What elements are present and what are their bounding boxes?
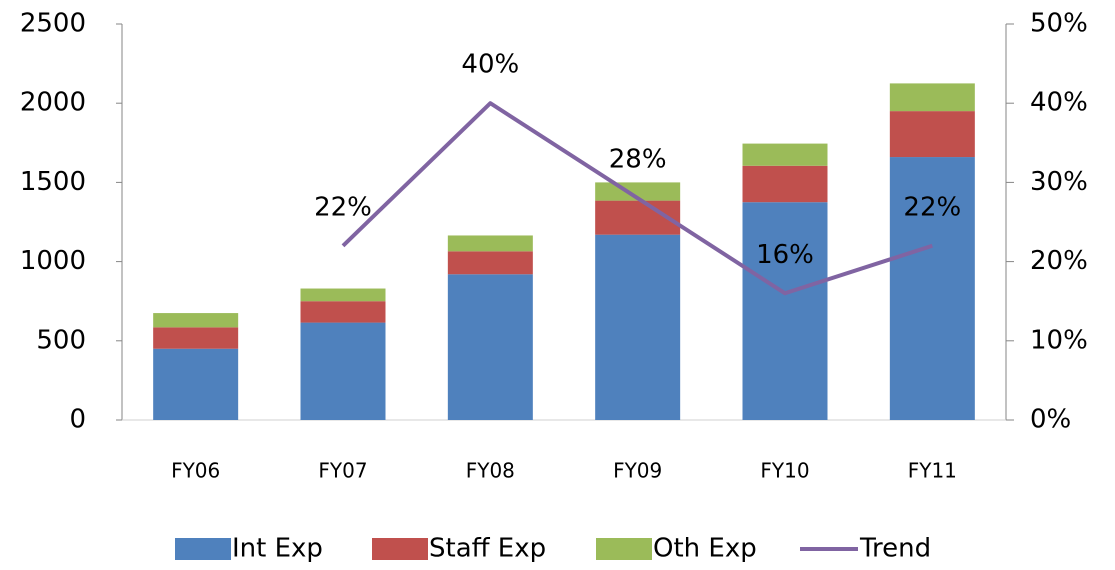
bar-segment bbox=[889, 111, 975, 158]
y-tick-label: 0 bbox=[69, 405, 86, 435]
y2-tick-label: 0% bbox=[1030, 405, 1071, 435]
bar-segment bbox=[153, 348, 239, 420]
bar-segment bbox=[300, 301, 386, 323]
y2-tick-label: 50% bbox=[1030, 9, 1088, 39]
y-tick-label: 2000 bbox=[20, 88, 86, 118]
legend-label: Int Exp bbox=[232, 534, 323, 564]
y2-tick-label: 40% bbox=[1030, 88, 1088, 118]
y-tick-label: 2500 bbox=[20, 9, 86, 39]
y2-tick-label: 20% bbox=[1030, 246, 1088, 276]
x-tick-label: FY07 bbox=[318, 459, 367, 483]
legend-label: Staff Exp bbox=[429, 534, 546, 564]
legend-swatch bbox=[175, 538, 231, 560]
x-tick-label: FY10 bbox=[760, 459, 809, 483]
legend-label: Oth Exp bbox=[653, 534, 757, 564]
bar-segment bbox=[300, 288, 386, 302]
y-tick-label: 1500 bbox=[20, 167, 86, 197]
data-label: 28% bbox=[609, 145, 667, 175]
bar-segment bbox=[595, 182, 681, 201]
data-label: 22% bbox=[314, 192, 372, 222]
legend-swatch bbox=[372, 538, 428, 560]
bar-segment bbox=[447, 235, 533, 252]
bar-segment bbox=[153, 313, 239, 328]
bar-segment bbox=[153, 327, 239, 349]
legend-label: Trend bbox=[859, 534, 931, 564]
x-tick-label: FY09 bbox=[613, 459, 662, 483]
data-label: 22% bbox=[903, 192, 961, 222]
x-tick-label: FY11 bbox=[908, 459, 957, 483]
bar-segment bbox=[595, 234, 681, 420]
bar-segment bbox=[742, 143, 828, 166]
y2-tick-label: 10% bbox=[1030, 325, 1088, 355]
data-label: 40% bbox=[461, 50, 519, 80]
y2-tick-label: 30% bbox=[1030, 167, 1088, 197]
bar-segment bbox=[889, 157, 975, 420]
bar-segment bbox=[447, 251, 533, 275]
x-tick-label: FY08 bbox=[466, 459, 515, 483]
y-tick-label: 500 bbox=[36, 325, 86, 355]
trend-line bbox=[341, 101, 933, 296]
bar-segment bbox=[742, 202, 828, 420]
x-tick-label: FY06 bbox=[171, 459, 220, 483]
bar-segment bbox=[742, 165, 828, 203]
bar-segment bbox=[447, 274, 533, 420]
legend-swatch bbox=[596, 538, 652, 560]
bar-segment bbox=[889, 83, 975, 112]
data-label: 16% bbox=[756, 240, 814, 270]
bar-segment bbox=[300, 322, 386, 420]
y-tick-label: 1000 bbox=[20, 246, 86, 276]
